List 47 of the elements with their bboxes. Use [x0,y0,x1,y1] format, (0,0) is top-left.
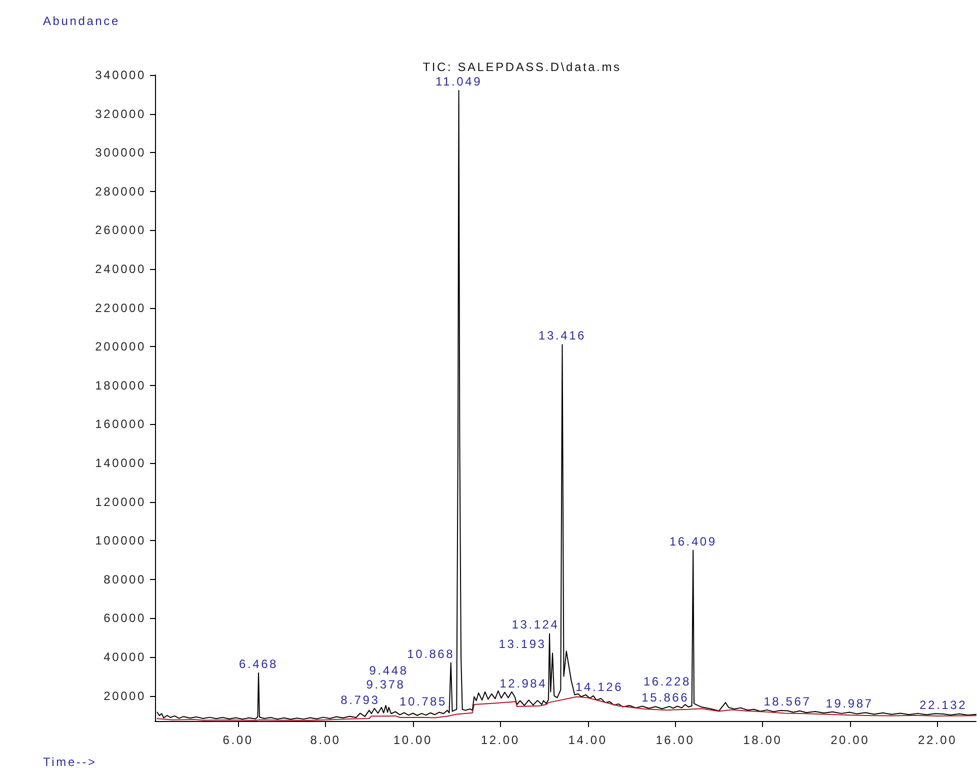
x-tick-label: 10.00 [393,733,432,747]
x-tick-label: 12.00 [480,733,520,747]
y-tick-label: 120000 [95,494,146,509]
y-tick-label: 140000 [95,456,146,470]
annotation: 18.567 [764,694,812,709]
y-tick-label: 100000 [95,534,146,548]
y-tick-label: 60000 [104,611,146,626]
y-tick-label: 280000 [95,184,146,198]
y-tick-label: 340000 [95,68,146,82]
x-tick-label: 8.00 [310,733,341,747]
x-tick-label: 18.00 [743,733,782,747]
chart-title: TIC: SALEPDASS.D\data.ms [422,60,622,74]
annotation: 19.987 [826,696,874,710]
annotation: 13.416 [538,328,586,343]
y-tick-label: 220000 [95,300,146,315]
y-tick-label: 40000 [104,650,146,664]
annotation: 12.984 [500,676,548,691]
annotation: 13.124 [512,618,560,632]
x-tick-label: 6.00 [222,733,254,747]
annotation: 9.378 [366,677,406,692]
y-tick-label: 160000 [95,417,146,432]
y-tick-label: 20000 [104,688,146,703]
y-tick-label: 180000 [95,378,146,392]
annotation: 9.448 [369,663,408,678]
annotation: 11.049 [435,74,482,89]
annotation: 10.868 [407,646,455,661]
y-axis-title: Abundance [43,14,120,28]
annotation: 13.193 [498,637,546,652]
y-tick-label: 200000 [95,340,146,354]
annotation: 8.793 [340,693,380,708]
y-tick-label: 240000 [95,262,146,276]
annotation: 15.866 [642,690,690,704]
y-tick-label: 300000 [95,146,146,160]
y-tick-label: 320000 [95,106,146,121]
x-tick-label: 14.00 [568,733,608,747]
y-tick-label: 260000 [95,223,146,238]
annotation: 16.409 [669,534,717,548]
annotation: 6.468 [239,656,278,671]
y-tick-label: 80000 [104,572,146,586]
annotation: 10.785 [399,694,448,708]
x-axis-title: Time--> [43,755,97,769]
annotation: 22.132 [920,698,968,712]
x-tick-label: 22.00 [918,733,958,747]
x-tick-label: 20.00 [830,733,870,747]
annotation: 14.126 [576,680,624,694]
annotation: 16.228 [643,674,691,689]
x-tick-label: 16.00 [656,733,695,747]
